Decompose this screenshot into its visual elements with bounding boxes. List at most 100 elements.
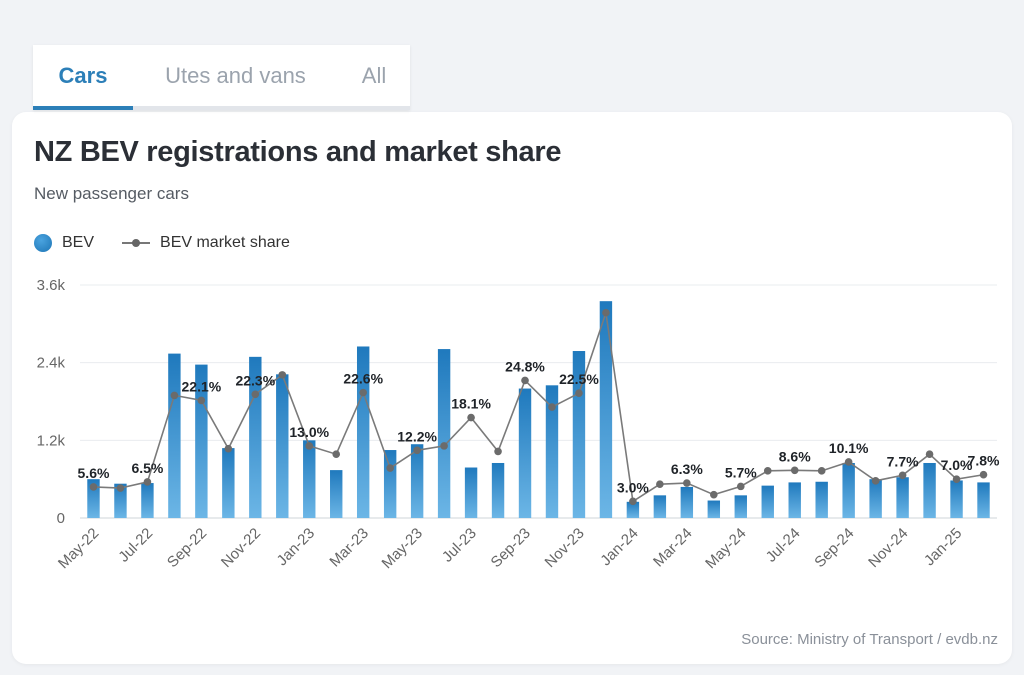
market-share-point: [656, 480, 664, 488]
data-label: 13.0%: [289, 424, 329, 440]
bar: [680, 486, 694, 518]
chart-source: Source: Ministry of Transport / evdb.nz: [741, 631, 998, 648]
data-label: 22.5%: [559, 371, 599, 387]
bar: [815, 481, 828, 518]
market-share-point: [143, 478, 152, 486]
bar: [356, 346, 370, 518]
bar: [788, 482, 801, 518]
x-tick-label: Jul-24: [763, 525, 804, 566]
data-label: 5.6%: [78, 465, 110, 481]
market-share-point: [844, 458, 853, 466]
bar: [195, 364, 208, 518]
market-share-point: [763, 467, 772, 475]
x-tick-label: Jul-23: [439, 525, 480, 566]
bar: [842, 462, 855, 518]
x-tick-label: Jan-23: [274, 525, 318, 569]
market-share-point: [602, 308, 610, 317]
x-tick-label: Jul-22: [115, 525, 156, 566]
legend-item-bev[interactable]: BEV: [34, 234, 94, 252]
market-share-point: [197, 396, 206, 405]
market-share-point: [440, 442, 448, 450]
data-label: 6.5%: [131, 460, 163, 476]
market-share-line: [93, 312, 984, 503]
market-share-point: [575, 389, 583, 397]
bar: [276, 374, 289, 518]
data-label: 18.1%: [451, 396, 491, 412]
bar: [869, 479, 882, 518]
y-tick-label: 0: [57, 510, 65, 527]
x-tick-label: May-23: [379, 525, 426, 572]
data-label: 7.0%: [941, 457, 973, 473]
market-share-point: [979, 470, 988, 479]
market-share-point: [467, 413, 475, 422]
market-share-point: [305, 442, 314, 450]
market-share-point: [925, 450, 934, 459]
data-label: 8.6%: [779, 448, 811, 464]
bev-swatch-icon: [34, 234, 52, 252]
x-tick-label: Nov-23: [542, 525, 588, 571]
bar: [545, 385, 559, 518]
data-label: 10.1%: [829, 440, 869, 456]
chart-title: NZ BEV registrations and market share: [34, 136, 562, 168]
y-tick-label: 2.4k: [37, 355, 66, 372]
tab-cars[interactable]: Cars: [33, 45, 133, 110]
legend-item-market-share[interactable]: BEV market share: [122, 234, 290, 252]
market-share-point: [952, 475, 961, 483]
tab-all[interactable]: All: [361, 62, 387, 88]
x-tick-label: Nov-22: [218, 525, 264, 571]
x-tick-label: May-24: [702, 525, 749, 572]
market-share-point: [494, 447, 502, 456]
legend-label-bev: BEV: [62, 234, 95, 251]
market-share-point: [898, 471, 907, 480]
data-label: 6.3%: [671, 461, 703, 477]
market-share-point: [790, 466, 799, 475]
data-label: 12.2%: [397, 428, 437, 444]
bar: [141, 483, 154, 518]
market-share-point: [629, 497, 637, 506]
legend-label-market-share: BEV market share: [160, 234, 290, 251]
bar: [599, 301, 613, 518]
bar: [923, 462, 936, 518]
bar: [896, 477, 909, 518]
bar: [383, 450, 397, 518]
bar: [114, 483, 127, 518]
bar: [303, 440, 316, 518]
bar: [518, 388, 532, 518]
x-tick-label: Sep-23: [488, 525, 534, 571]
market-share-point: [736, 482, 745, 491]
data-label: 22.6%: [343, 371, 383, 387]
bar: [410, 444, 424, 518]
market-share-point: [116, 484, 125, 492]
market-share-point: [871, 477, 880, 485]
bar: [761, 485, 774, 518]
market-share-point: [413, 446, 421, 455]
bar: [977, 482, 990, 518]
bar: [464, 467, 478, 518]
x-tick-label: Jan-24: [597, 525, 641, 569]
market-share-point: [251, 390, 260, 399]
x-tick-label: Sep-22: [164, 525, 210, 571]
bar: [437, 349, 451, 518]
market-share-point: [359, 388, 367, 397]
chart-subtitle: New passenger cars: [34, 184, 189, 203]
market-share-point: [386, 464, 394, 472]
x-tick-label: May-22: [55, 525, 102, 572]
x-tick-label: Jan-25: [921, 525, 965, 569]
market-share-swatch-icon: [122, 238, 151, 248]
data-label: 7.7%: [887, 453, 919, 469]
data-label: 22.3%: [235, 372, 275, 388]
bar: [950, 480, 963, 518]
bar: [734, 495, 747, 518]
y-tick-label: 1.2k: [37, 432, 66, 449]
x-tick-label: Mar-24: [650, 525, 696, 571]
bar: [168, 353, 181, 518]
data-label: 22.1%: [182, 378, 222, 394]
market-share-point: [710, 490, 718, 499]
market-share-point: [278, 371, 287, 379]
x-tick-label: Sep-24: [811, 525, 857, 571]
tab-bar: Cars Utes and vans All: [33, 45, 410, 110]
bar: [653, 495, 667, 518]
data-label: 7.8%: [968, 453, 1000, 469]
tab-utes-and-vans[interactable]: Utes and vans: [165, 62, 306, 88]
market-share-point: [548, 403, 556, 411]
